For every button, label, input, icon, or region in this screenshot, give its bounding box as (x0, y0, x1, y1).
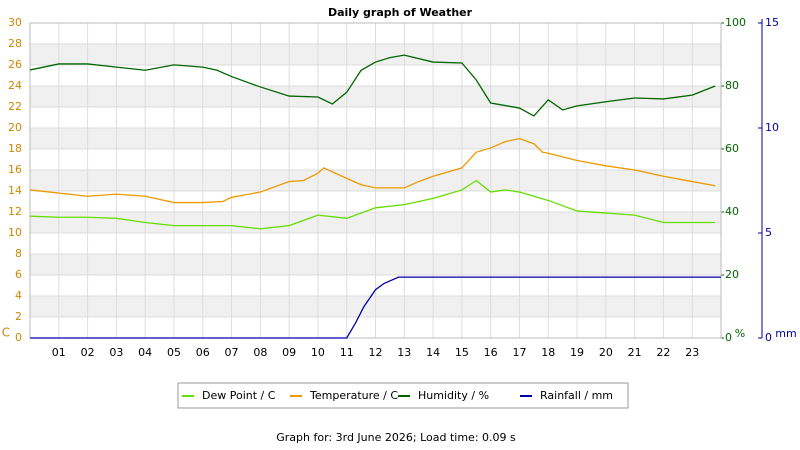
x-tick-label: 13 (397, 346, 411, 359)
legend-label: Temperature / C (309, 389, 398, 402)
y2-tick-label: 20 (725, 268, 739, 281)
legend-label: Rainfall / mm (540, 389, 613, 402)
y-tick-label: 26 (8, 58, 22, 71)
series-line (29, 179, 716, 230)
y-tick-label: 14 (8, 184, 22, 197)
x-tick-label: 11 (340, 346, 354, 359)
x-tick-label: 09 (282, 346, 296, 359)
x-tick-label: 01 (52, 346, 66, 359)
y-tick-label: 2 (15, 310, 22, 323)
x-tick-label: 16 (484, 346, 498, 359)
y2-unit: % (735, 327, 745, 340)
y3-tick-label: 0 (765, 331, 772, 344)
y2-tick-label: 80 (725, 79, 739, 92)
x-tick-label: 02 (81, 346, 95, 359)
x-tick-label: 10 (311, 346, 325, 359)
y-tick-label: 10 (8, 226, 22, 239)
y-tick-label: 4 (15, 289, 22, 302)
y2-tick-label: 0 (725, 331, 732, 344)
series-line (29, 137, 716, 204)
x-tick-label: 06 (196, 346, 210, 359)
x-tick-label: 20 (599, 346, 613, 359)
y2-tick-label: 40 (725, 205, 739, 218)
x-tick-label: 07 (225, 346, 239, 359)
y-unit: C (2, 326, 10, 340)
x-tick-label: 12 (369, 346, 383, 359)
x-tick-label: 21 (628, 346, 642, 359)
x-tick-label: 03 (109, 346, 123, 359)
y3-tick-label: 15 (765, 16, 779, 29)
x-tick-label: 05 (167, 346, 181, 359)
y3-tick-label: 10 (765, 121, 779, 134)
y-tick-label: 16 (8, 163, 22, 176)
x-tick-label: 22 (656, 346, 670, 359)
y-tick-label: 0 (15, 331, 22, 344)
y-tick-label: 8 (15, 247, 22, 260)
x-tick-label: 17 (512, 346, 526, 359)
y2-tick-label: 60 (725, 142, 739, 155)
y-tick-label: 12 (8, 205, 22, 218)
x-tick-label: 23 (685, 346, 699, 359)
y-tick-label: 20 (8, 121, 22, 134)
footer: Graph for: 3rd June 2026; Load time: 0.0… (276, 431, 516, 444)
x-tick-label: 18 (541, 346, 555, 359)
y-tick-label: 30 (8, 16, 22, 29)
x-tick-label: 08 (253, 346, 267, 359)
y2-tick-label: 100 (725, 16, 746, 29)
plot-border (29, 22, 722, 339)
y3-unit: mm (775, 327, 796, 340)
legend-label: Dew Point / C (202, 389, 276, 402)
y-tick-label: 6 (15, 268, 22, 281)
y-tick-label: 18 (8, 142, 22, 155)
y3-tick-label: 5 (765, 226, 772, 239)
x-tick-label: 15 (455, 346, 469, 359)
y-tick-label: 28 (8, 37, 22, 50)
x-tick-label: 14 (426, 346, 440, 359)
x-tick-label: 19 (570, 346, 584, 359)
series-line (29, 54, 716, 117)
y-tick-label: 24 (8, 79, 22, 92)
y-tick-label: 22 (8, 100, 22, 113)
chart-title: Daily graph of Weather (328, 6, 473, 19)
series-line (30, 276, 721, 339)
legend-label: Humidity / % (418, 389, 489, 402)
x-tick-label: 04 (138, 346, 152, 359)
